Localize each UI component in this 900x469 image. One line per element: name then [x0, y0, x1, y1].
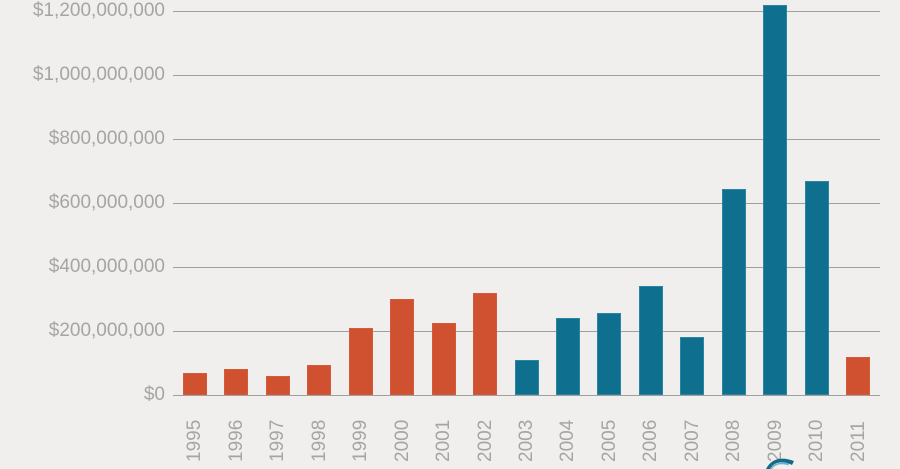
- gridline: [173, 75, 880, 76]
- gridline: [173, 11, 880, 12]
- x-axis-tick-label: 2003: [516, 419, 537, 462]
- x-axis-tick-label: 2001: [433, 419, 455, 462]
- bar-2011: [846, 356, 871, 395]
- x-axis-tick-label: 2000: [391, 419, 413, 462]
- x-axis-tick-label: 2008: [723, 419, 745, 462]
- y-axis-tick-label: $600,000,000: [48, 192, 165, 213]
- bar-2006: [638, 286, 663, 395]
- gridline: [173, 203, 880, 204]
- bar-2003: [514, 359, 539, 395]
- bar-2004: [555, 318, 580, 395]
- x-axis-tick-label: 2007: [681, 419, 703, 462]
- gridline: [173, 331, 880, 332]
- bar-1997: [265, 376, 290, 395]
- x-axis-tick-label: 1998: [308, 419, 330, 462]
- gridline: [173, 395, 880, 396]
- y-axis-tick-label: $400,000,000: [48, 256, 165, 277]
- x-axis-tick-label: 2011: [847, 421, 869, 462]
- bar-2001: [431, 323, 456, 395]
- bar-1998: [307, 364, 332, 395]
- bar-2002: [473, 292, 498, 395]
- bar-2007: [680, 337, 705, 395]
- bar-2000: [390, 299, 415, 395]
- x-axis-tick-label: 1995: [184, 419, 206, 462]
- bar-2010: [804, 180, 829, 395]
- gridline: [173, 139, 880, 140]
- bar-1996: [224, 369, 249, 395]
- x-axis-tick-label: 2010: [806, 419, 828, 462]
- y-axis-tick-label: $1,000,000,000: [32, 64, 165, 85]
- gridline: [173, 267, 880, 268]
- x-axis-tick-label: 1996: [225, 419, 247, 462]
- x-axis-tick-label: 2006: [640, 419, 662, 462]
- bar-2005: [597, 313, 622, 395]
- x-axis-tick-label: 1999: [350, 419, 372, 462]
- bar-1999: [348, 327, 373, 395]
- x-axis-tick-label: 2005: [598, 419, 620, 462]
- swoosh-logo-icon: [766, 458, 794, 469]
- y-axis-tick-label: $200,000,000: [48, 320, 165, 341]
- y-axis-tick-label: $0: [143, 384, 165, 405]
- x-axis-tick-label: 1997: [267, 419, 289, 462]
- bar-2009: [763, 4, 788, 395]
- x-axis-tick-label: 2002: [474, 419, 496, 462]
- bar-2008: [721, 188, 746, 395]
- y-axis-tick-label: $800,000,000: [48, 128, 165, 149]
- y-axis-tick-label: $1,200,000,000: [32, 0, 165, 21]
- bar-1995: [182, 372, 207, 395]
- x-axis-tick-label: 2004: [557, 419, 579, 462]
